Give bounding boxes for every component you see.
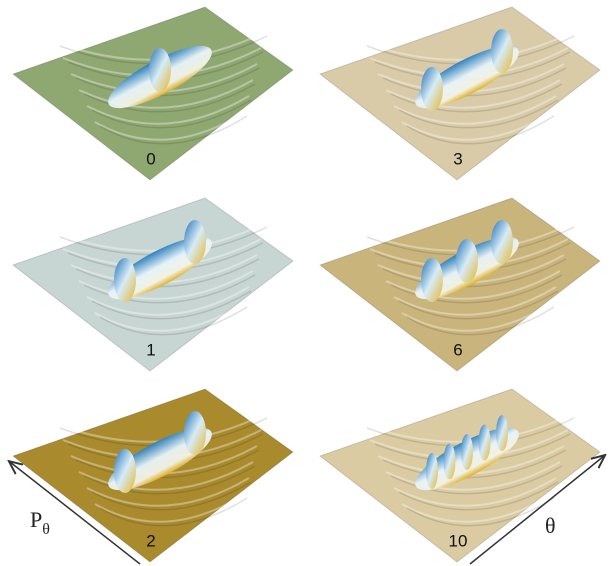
wave-shadow: [390, 274, 563, 304]
wave-shadow: [390, 83, 563, 113]
surface-panel: 6: [318, 197, 601, 372]
peak: [478, 424, 491, 461]
panel-label: 2: [146, 531, 155, 550]
wave-shadow: [406, 497, 555, 527]
p-axis-arrow: [10, 462, 141, 565]
wave-shadow: [91, 481, 252, 511]
peak: [184, 411, 206, 455]
wave: [78, 461, 254, 491]
wave-shadow: [75, 67, 260, 97]
wave-shadow: [83, 465, 256, 495]
wave-shadow: [75, 258, 260, 288]
wave-shadow: [406, 115, 555, 145]
axes: Pθ θ: [10, 456, 604, 565]
peak: [461, 434, 473, 470]
peak: [421, 258, 443, 302]
wave-shadow: [398, 99, 559, 129]
wave-shadow: [390, 465, 563, 495]
peak: [114, 449, 136, 493]
wave: [94, 302, 246, 332]
panel-label: 1: [146, 340, 155, 359]
surface-panel: 2: [11, 388, 294, 563]
peak: [184, 220, 206, 264]
wave: [94, 493, 246, 523]
wave: [86, 477, 250, 507]
peak: [496, 415, 508, 451]
peak: [114, 258, 136, 302]
peak: [491, 220, 513, 264]
peak: [421, 67, 443, 111]
wave-shadow: [99, 115, 248, 145]
wave: [78, 79, 254, 109]
wave-shadow: [99, 306, 248, 336]
theta-axis-arrow: [469, 456, 604, 565]
surface-panel: 3: [318, 6, 601, 181]
theta-axis-label: θ: [545, 513, 556, 538]
surface-panel: 1: [11, 197, 294, 372]
wave: [393, 477, 557, 507]
wave-shadow: [406, 306, 555, 336]
wave: [393, 95, 557, 125]
wave-shadow: [99, 497, 248, 527]
peak: [443, 443, 456, 480]
wave: [78, 270, 254, 300]
wave-shadow: [91, 99, 252, 129]
panel-label: 10: [449, 531, 468, 550]
wave-shadow: [91, 290, 252, 320]
wave: [385, 461, 561, 491]
panel-label: 0: [146, 149, 155, 168]
wave: [385, 270, 561, 300]
panel-label: 3: [453, 149, 462, 168]
peak: [491, 29, 513, 73]
wave: [401, 493, 553, 523]
wave-shadow: [382, 67, 567, 97]
wave-shadow: [75, 449, 260, 479]
peak: [456, 239, 478, 283]
wave: [385, 79, 561, 109]
wave: [94, 111, 246, 141]
peak: [149, 48, 171, 92]
wave-shadow: [398, 481, 559, 511]
panel-label: 6: [453, 340, 462, 359]
wave: [86, 95, 250, 125]
wave: [86, 286, 250, 316]
surface-panel: 0: [11, 6, 294, 181]
peak: [426, 453, 438, 489]
wave-shadow: [83, 274, 256, 304]
wave-shadow: [382, 258, 567, 288]
wave: [401, 302, 553, 332]
surface-panel: 10: [318, 388, 601, 563]
wave-shadow: [398, 290, 559, 320]
wave-shadow: [83, 83, 256, 113]
p-axis-label: Pθ: [30, 507, 50, 538]
p-subscript: θ: [42, 521, 50, 538]
wave: [401, 111, 553, 141]
wave: [393, 286, 557, 316]
panels: 0 3 1 6 2 10: [11, 6, 601, 563]
p-label: P: [30, 507, 42, 532]
wave-shadow: [382, 449, 567, 479]
